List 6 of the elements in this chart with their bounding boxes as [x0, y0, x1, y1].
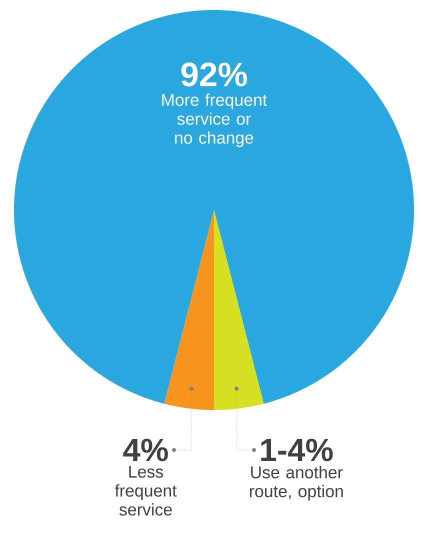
text: 1-4%	[261, 438, 333, 462]
data-label: 92%	[181, 62, 248, 86]
slice-label: Less frequent service	[114, 466, 177, 516]
slice-label: More frequent service or no change	[162, 94, 268, 148]
slice-label: Use another route, option	[250, 466, 343, 501]
data-label: 4%	[123, 438, 168, 462]
